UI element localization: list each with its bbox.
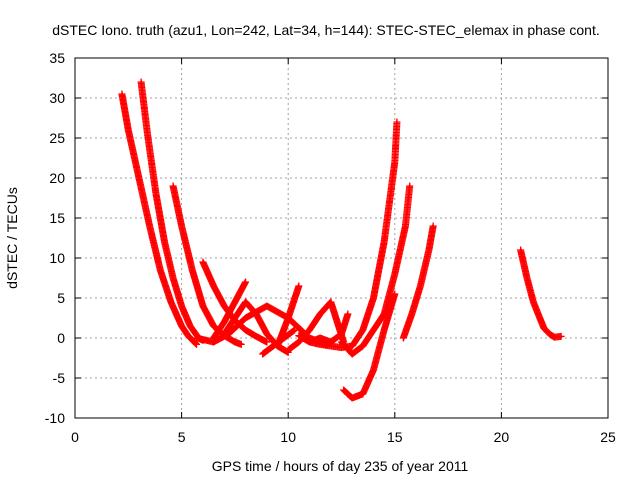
data-point	[291, 326, 299, 334]
data-points	[118, 78, 565, 402]
data-point	[263, 338, 271, 346]
x-axis-label: GPS time / hours of day 235 of year 2011	[212, 458, 469, 474]
x-tick-label: 25	[600, 429, 616, 445]
data-point	[429, 222, 437, 230]
data-point	[290, 327, 298, 335]
series-2	[137, 78, 207, 344]
series-14	[340, 290, 399, 402]
series-16	[517, 246, 565, 341]
series-13	[338, 182, 414, 358]
y-tick-label: 25	[49, 130, 65, 146]
data-point	[237, 340, 245, 348]
x-tick-label: 20	[494, 429, 510, 445]
series-9	[274, 282, 303, 350]
y-axis-label: dSTEC / TECUs	[4, 187, 20, 289]
x-tick-label: 15	[387, 429, 403, 445]
data-point	[406, 182, 414, 190]
y-tick-label: 15	[49, 210, 65, 226]
y-tick-label: 10	[49, 250, 65, 266]
y-tick-label: 30	[49, 90, 65, 106]
series-1	[118, 90, 201, 348]
data-point	[242, 278, 250, 286]
plot-frame	[74, 57, 609, 419]
data-point	[191, 339, 199, 347]
y-tick-label: 35	[49, 50, 65, 66]
x-tick-label: 5	[178, 429, 186, 445]
x-tick-label: 10	[280, 429, 296, 445]
x-tick-label: 0	[71, 429, 79, 445]
data-point	[557, 332, 565, 340]
data-point	[193, 340, 201, 348]
series-7	[220, 298, 292, 356]
y-tick-label: 20	[49, 170, 65, 186]
chart-title: dSTEC Iono. truth (azu1, Lon=242, Lat=34…	[52, 22, 599, 38]
y-tick-label: 0	[57, 330, 65, 346]
data-point	[295, 282, 303, 290]
data-point	[192, 340, 200, 348]
data-point	[391, 290, 399, 298]
y-tick-label: -10	[45, 410, 65, 426]
data-point	[393, 118, 401, 126]
series-12	[306, 118, 401, 352]
y-tick-label: 5	[57, 290, 65, 306]
series-6	[210, 278, 250, 342]
series-15	[399, 222, 437, 342]
ticks: 0 5 10 15 20 25 -10 -5 0 5 10 15 20 25 30 35	[45, 50, 616, 445]
data-point	[344, 310, 352, 318]
y-tick-label: -5	[53, 370, 66, 386]
